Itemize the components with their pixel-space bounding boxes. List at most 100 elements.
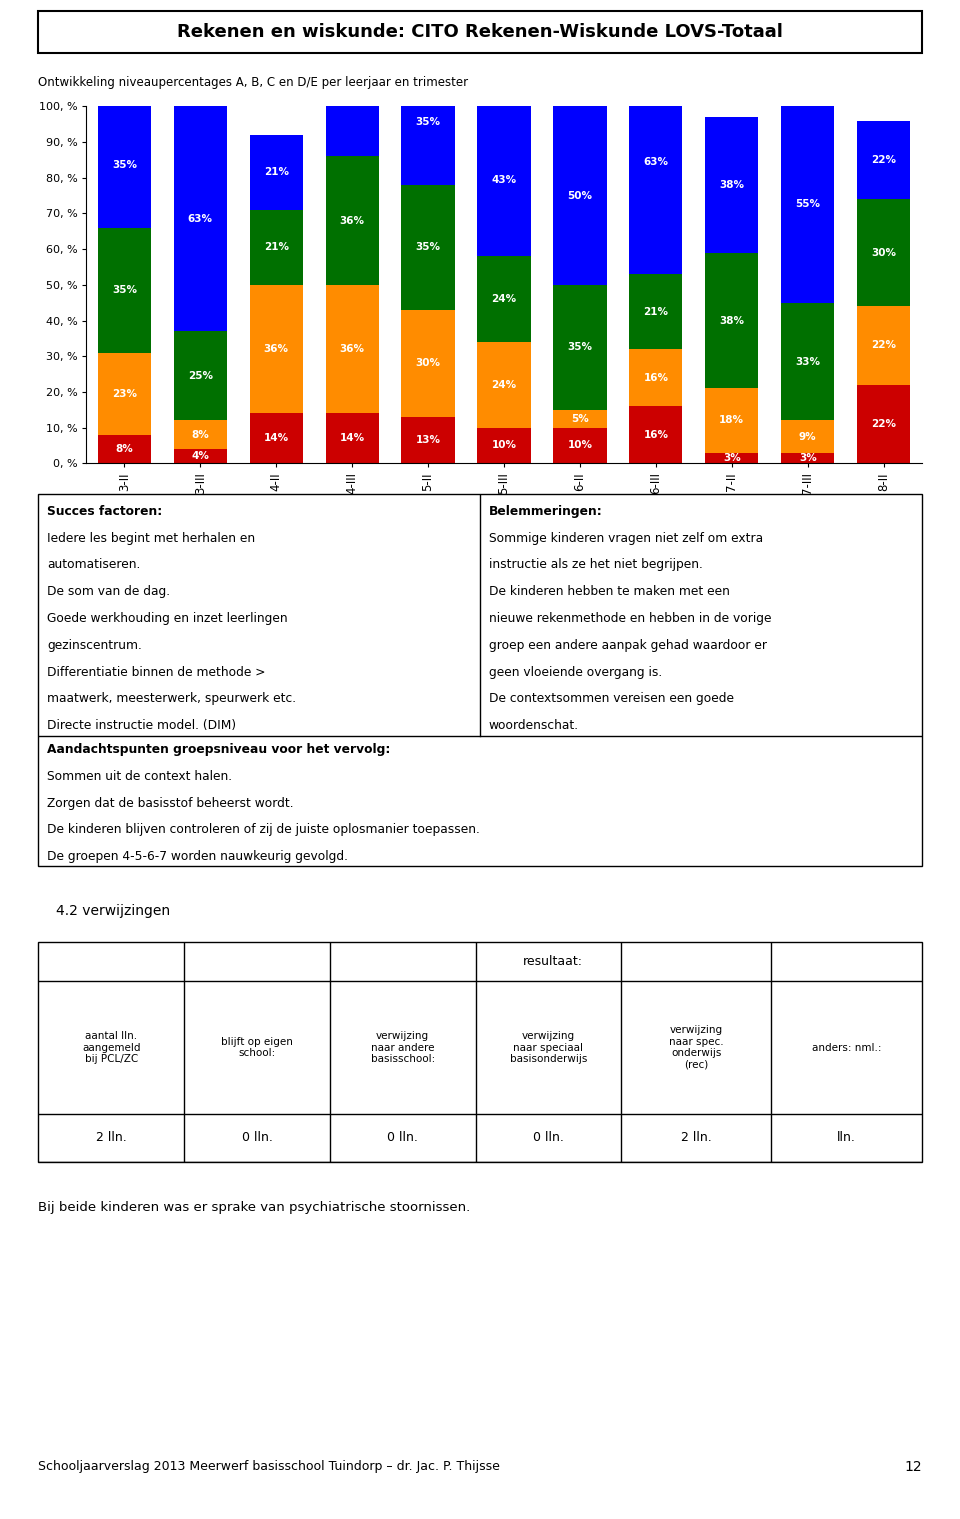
- Text: 22%: 22%: [871, 419, 896, 428]
- Text: 22%: 22%: [871, 340, 896, 351]
- Bar: [477, 257, 531, 342]
- Text: 30%: 30%: [871, 248, 896, 258]
- Text: De kinderen blijven controleren of zij de juiste oplosmanier toepassen.: De kinderen blijven controleren of zij d…: [47, 823, 480, 837]
- Text: 10%: 10%: [492, 441, 516, 451]
- Text: 35%: 35%: [416, 117, 441, 128]
- Text: 2 lln.: 2 lln.: [681, 1132, 711, 1144]
- Text: 14%: 14%: [264, 433, 289, 444]
- Text: 13%: 13%: [416, 434, 441, 445]
- FancyBboxPatch shape: [38, 11, 922, 53]
- Text: maatwerk, meesterwerk, speurwerk etc.: maatwerk, meesterwerk, speurwerk etc.: [47, 693, 297, 705]
- Text: 9%: 9%: [799, 431, 817, 442]
- Text: Bij beide kinderen was er sprake van psychiatrische stoornissen.: Bij beide kinderen was er sprake van psy…: [38, 1202, 470, 1214]
- Text: 21%: 21%: [264, 167, 289, 178]
- Text: 55%: 55%: [795, 199, 820, 210]
- Bar: [325, 286, 378, 413]
- Bar: [781, 453, 834, 463]
- Text: verwijzing
naar spec.
onderwijs
(rec): verwijzing naar spec. onderwijs (rec): [669, 1025, 724, 1069]
- Bar: [401, 59, 455, 185]
- Text: 8%: 8%: [191, 430, 209, 439]
- Text: 21%: 21%: [643, 307, 668, 316]
- Text: Differentiatie binnen de methode >: Differentiatie binnen de methode >: [47, 665, 266, 679]
- Bar: [174, 331, 227, 421]
- Text: verwijzing
naar speciaal
basisonderwijs: verwijzing naar speciaal basisonderwijs: [510, 1031, 588, 1065]
- Bar: [174, 106, 227, 331]
- Text: woordenschat.: woordenschat.: [489, 718, 579, 732]
- Text: groep een andere aanpak gehad waardoor er: groep een andere aanpak gehad waardoor e…: [489, 639, 767, 652]
- Text: Iedere les begint met herhalen en: Iedere les begint met herhalen en: [47, 532, 255, 545]
- Text: De contextsommen vereisen een goede: De contextsommen vereisen een goede: [489, 693, 733, 705]
- Text: automatiseren.: automatiseren.: [47, 559, 140, 571]
- Bar: [553, 410, 607, 428]
- Bar: [98, 103, 151, 228]
- Text: De groepen 4-5-6-7 worden nauwkeurig gevolgd.: De groepen 4-5-6-7 worden nauwkeurig gev…: [47, 851, 348, 863]
- Bar: [630, 406, 683, 463]
- Text: instructie als ze het niet begrijpen.: instructie als ze het niet begrijpen.: [489, 559, 703, 571]
- Text: 16%: 16%: [643, 430, 668, 439]
- Text: 33%: 33%: [795, 357, 820, 366]
- Text: 0 lln.: 0 lln.: [387, 1132, 419, 1144]
- Text: 35%: 35%: [567, 342, 592, 352]
- Text: anders: nml.:: anders: nml.:: [812, 1042, 881, 1053]
- Bar: [250, 210, 302, 286]
- Text: Aandachtspunten groepsniveau voor het vervolg:: Aandachtspunten groepsniveau voor het ve…: [47, 743, 391, 756]
- Bar: [630, 273, 683, 349]
- Text: 14%: 14%: [340, 433, 365, 444]
- Bar: [706, 453, 758, 463]
- Text: Sommige kinderen vragen niet zelf om extra: Sommige kinderen vragen niet zelf om ext…: [489, 532, 763, 545]
- Bar: [477, 103, 531, 257]
- Text: lln.: lln.: [837, 1132, 856, 1144]
- Bar: [174, 421, 227, 450]
- Text: 36%: 36%: [340, 345, 365, 354]
- Text: 35%: 35%: [112, 159, 137, 170]
- Text: 2 lln.: 2 lln.: [96, 1132, 127, 1144]
- Bar: [706, 117, 758, 252]
- Bar: [553, 106, 607, 286]
- Text: 21%: 21%: [264, 243, 289, 252]
- Bar: [553, 286, 607, 410]
- Text: 24%: 24%: [492, 380, 516, 390]
- Text: 25%: 25%: [188, 371, 213, 381]
- Text: verwijzing
naar andere
basisschool:: verwijzing naar andere basisschool:: [371, 1031, 435, 1065]
- Text: 38%: 38%: [719, 179, 744, 190]
- Text: 35%: 35%: [416, 243, 441, 252]
- Bar: [250, 135, 302, 210]
- Text: Schooljaarverslag 2013 Meerwerf basisschool Tuindorp – dr. Jac. P. Thijsse: Schooljaarverslag 2013 Meerwerf basissch…: [38, 1460, 500, 1473]
- Bar: [325, 156, 378, 286]
- Text: 12: 12: [904, 1460, 922, 1473]
- Bar: [98, 434, 151, 463]
- Bar: [553, 428, 607, 463]
- Bar: [477, 428, 531, 463]
- Text: 30%: 30%: [416, 358, 441, 368]
- Text: aantal lln.
aangemeld
bij PCL/ZC: aantal lln. aangemeld bij PCL/ZC: [82, 1031, 140, 1065]
- FancyBboxPatch shape: [38, 942, 922, 1162]
- Text: 16%: 16%: [643, 372, 668, 383]
- Text: nieuwe rekenmethode en hebben in de vorige: nieuwe rekenmethode en hebben in de vori…: [489, 612, 771, 624]
- Bar: [781, 302, 834, 421]
- Text: Belemmeringen:: Belemmeringen:: [489, 504, 603, 518]
- Bar: [630, 49, 683, 273]
- Bar: [401, 310, 455, 416]
- Text: De kinderen hebben te maken met een: De kinderen hebben te maken met een: [489, 585, 730, 598]
- Bar: [98, 352, 151, 434]
- Bar: [250, 286, 302, 413]
- Bar: [630, 349, 683, 406]
- Bar: [857, 199, 910, 307]
- Bar: [477, 342, 531, 428]
- Text: De som van de dag.: De som van de dag.: [47, 585, 170, 598]
- Text: geen vloeiende overgang is.: geen vloeiende overgang is.: [489, 665, 662, 679]
- Text: 38%: 38%: [719, 316, 744, 325]
- Text: Zorgen dat de basisstof beheerst wordt.: Zorgen dat de basisstof beheerst wordt.: [47, 796, 294, 810]
- Bar: [857, 120, 910, 199]
- Text: 63%: 63%: [643, 156, 668, 167]
- Text: gezinscentrum.: gezinscentrum.: [47, 639, 142, 652]
- Bar: [325, 413, 378, 463]
- Text: Directe instructie model. (DIM): Directe instructie model. (DIM): [47, 718, 236, 732]
- Text: 63%: 63%: [188, 214, 213, 223]
- Text: resultaat:: resultaat:: [523, 955, 583, 968]
- Text: blijft op eigen
school:: blijft op eigen school:: [221, 1036, 293, 1059]
- Text: 36%: 36%: [264, 345, 289, 354]
- Text: 23%: 23%: [112, 389, 137, 398]
- Bar: [857, 307, 910, 384]
- Text: 3%: 3%: [799, 453, 817, 463]
